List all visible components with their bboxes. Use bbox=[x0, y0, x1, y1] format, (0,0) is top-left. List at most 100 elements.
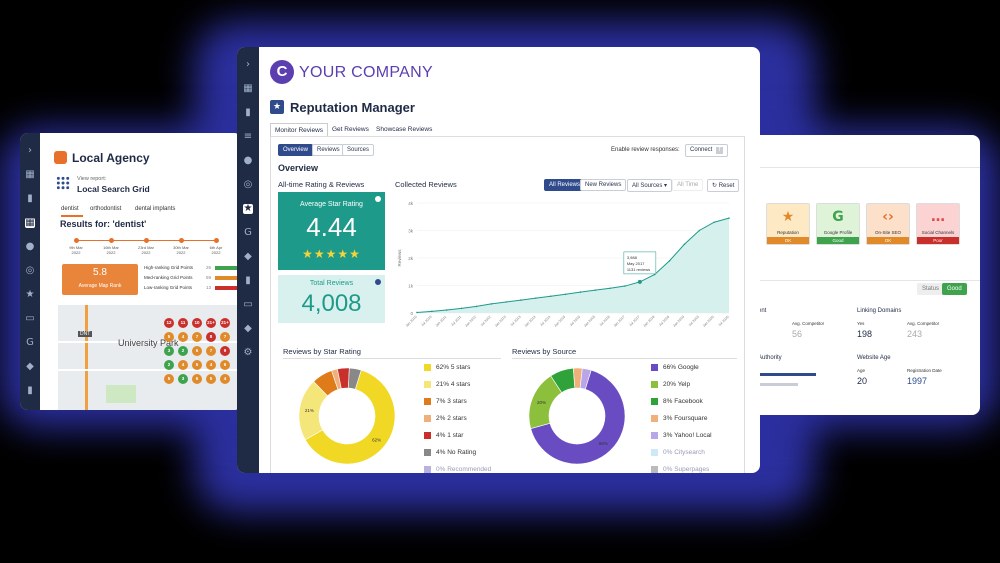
legend-item[interactable]: 4% 1 star bbox=[424, 432, 463, 439]
donut-slice[interactable] bbox=[530, 369, 626, 465]
report-name[interactable]: Local Search Grid bbox=[77, 184, 150, 194]
keyword-tab-dentist[interactable]: dentist bbox=[61, 206, 79, 212]
data-point[interactable] bbox=[431, 310, 433, 313]
location-icon[interactable]: ◆ bbox=[26, 361, 34, 372]
donut-slice[interactable] bbox=[348, 367, 362, 390]
chart-icon[interactable]: ▮ bbox=[245, 107, 251, 118]
star-icon[interactable]: ★ bbox=[25, 289, 35, 300]
source-donut[interactable]: 66% 20% bbox=[522, 361, 632, 471]
subtab-sources[interactable]: Sources bbox=[342, 144, 375, 156]
google-icon[interactable]: G bbox=[26, 337, 34, 348]
local-grid-icon[interactable]: ▦ bbox=[25, 217, 35, 228]
target-icon[interactable]: ◎ bbox=[243, 179, 253, 190]
subtab-reviews[interactable]: Reviews bbox=[312, 144, 345, 156]
local-agency-card: › ▦ ▮ ▦ ● ◎ ★ ▭ G ◆ ▮ Local Agency View … bbox=[20, 133, 242, 410]
filter-all-sources[interactable]: All Sources ▾ bbox=[627, 179, 673, 192]
pin-icon[interactable]: ● bbox=[243, 155, 253, 166]
chevron-right-icon[interactable]: › bbox=[246, 59, 250, 70]
tab-get-reviews[interactable]: Get Reviews bbox=[332, 126, 369, 133]
subtab-overview[interactable]: Overview bbox=[278, 144, 314, 156]
reputation-icon[interactable]: ★ bbox=[243, 203, 253, 214]
chevron-right-icon[interactable]: › bbox=[28, 145, 32, 156]
filter-all-time[interactable]: All Time bbox=[672, 179, 704, 191]
data-point[interactable] bbox=[475, 305, 478, 308]
collected-reviews-chart[interactable]: 4k 3k 2k 1k 0 Reviews Jan 2010 Jul 2010 Jan 2011… bbox=[395, 195, 740, 340]
bars-icon[interactable]: ▮ bbox=[245, 275, 251, 286]
data-point[interactable] bbox=[698, 229, 701, 232]
data-point[interactable] bbox=[624, 285, 626, 287]
data-point[interactable] bbox=[460, 307, 463, 310]
linking-value: 198 bbox=[857, 329, 873, 339]
content-panel bbox=[270, 136, 745, 473]
google-icon[interactable]: G bbox=[244, 227, 252, 238]
x-tick-label: Jul 2017 bbox=[628, 315, 640, 327]
legend-item[interactable]: 0% Recommended bbox=[424, 466, 491, 473]
donut-slice[interactable] bbox=[579, 367, 592, 390]
data-point[interactable] bbox=[609, 287, 611, 290]
data-point[interactable] bbox=[549, 295, 552, 298]
map-grid-dot: 12 bbox=[164, 318, 174, 328]
data-point[interactable] bbox=[445, 309, 448, 311]
timeline-date: 23rd Mar 2022 bbox=[137, 245, 154, 255]
chat-icon[interactable]: ▭ bbox=[243, 299, 253, 310]
legend-label: 0% Superpages bbox=[663, 466, 710, 473]
data-point[interactable] bbox=[728, 217, 730, 219]
tab-monitor-reviews[interactable]: Monitor Reviews bbox=[270, 123, 329, 137]
chart-icon[interactable]: ▮ bbox=[27, 193, 33, 204]
marker-icon[interactable]: ◆ bbox=[244, 323, 252, 334]
legend-item[interactable]: 4% No Rating bbox=[424, 449, 476, 456]
data-point[interactable] bbox=[564, 293, 567, 296]
legend-item[interactable]: 8% Facebook bbox=[651, 398, 703, 405]
legend-item[interactable]: 20% Yelp bbox=[651, 381, 690, 388]
monitor-icon[interactable]: ▭ bbox=[25, 313, 35, 324]
keyword-tab-orthodontist[interactable]: orthodontist bbox=[90, 206, 122, 212]
data-point[interactable] bbox=[683, 243, 686, 246]
data-point[interactable] bbox=[416, 311, 418, 314]
legend-item[interactable]: 3% Yahoo! Local bbox=[651, 432, 712, 439]
pin-icon[interactable]: ● bbox=[25, 241, 35, 252]
keyword-tab-implants[interactable]: dental implants bbox=[135, 206, 176, 212]
legend-item[interactable]: 0% Citysearch bbox=[651, 449, 705, 456]
linking-avg-competitor-label: Avg. Competitor bbox=[907, 321, 940, 326]
legend-item[interactable]: 2% 2 stars bbox=[424, 415, 467, 422]
legend-item[interactable]: 7% 3 stars bbox=[424, 398, 467, 405]
filter-new-reviews[interactable]: New Reviews bbox=[580, 179, 627, 191]
legend-item[interactable]: 21% 4 stars bbox=[424, 381, 470, 388]
yes-label: Yes bbox=[857, 321, 865, 326]
data-point[interactable] bbox=[579, 291, 582, 293]
data-point[interactable] bbox=[490, 303, 493, 305]
map[interactable]: DNT University Park 12 11 10 21+ 21+ 5 4 7 8 7 3 2 6… bbox=[58, 305, 242, 410]
legend-item[interactable]: 3% Foursquare bbox=[651, 415, 707, 422]
data-point[interactable] bbox=[594, 289, 597, 291]
bars-icon[interactable]: ▮ bbox=[27, 385, 33, 396]
map-road-horizontal bbox=[58, 341, 242, 343]
score-tile[interactable]: ★ Reputation OK bbox=[766, 203, 810, 245]
data-point[interactable] bbox=[520, 299, 522, 301]
legend-item[interactable]: 66% Google bbox=[651, 364, 699, 371]
legend-item[interactable]: 62% 5 stars bbox=[424, 364, 470, 371]
target-icon[interactable]: ◎ bbox=[25, 265, 35, 276]
filter-all-reviews[interactable]: All Reviews bbox=[544, 179, 586, 191]
data-point[interactable] bbox=[505, 301, 507, 303]
data-point[interactable] bbox=[535, 297, 537, 299]
connect-button[interactable]: Connect f bbox=[685, 144, 729, 157]
map-grid-dot: 4 bbox=[206, 360, 216, 370]
score-tile[interactable]: ‹› On-Site SEO OK bbox=[866, 203, 910, 245]
donut-slice[interactable] bbox=[304, 369, 396, 465]
star-rating-donut[interactable]: 62% 21% bbox=[292, 361, 402, 471]
tab-showcase-reviews[interactable]: Showcase Reviews bbox=[376, 126, 433, 133]
data-point[interactable] bbox=[668, 259, 671, 262]
registration-value: 1997 bbox=[907, 376, 928, 386]
data-point[interactable] bbox=[713, 221, 715, 224]
reset-button[interactable]: ↻ Reset bbox=[707, 179, 740, 192]
list-icon[interactable]: ≡ bbox=[243, 131, 253, 142]
gear-icon[interactable]: ⚙ bbox=[243, 347, 253, 358]
grid-icon[interactable]: ▦ bbox=[243, 83, 253, 94]
location-icon[interactable]: ◆ bbox=[244, 251, 252, 262]
grid-icon[interactable]: ▦ bbox=[25, 169, 35, 180]
legend-item[interactable]: 0% Superpages bbox=[651, 466, 709, 473]
score-tile[interactable]: G Google Profile Good bbox=[816, 203, 860, 245]
grid-point-count: 59 bbox=[206, 275, 212, 280]
tile-label: Reputation bbox=[777, 230, 799, 235]
score-tile[interactable]: … Social Channels Poor bbox=[916, 203, 960, 245]
